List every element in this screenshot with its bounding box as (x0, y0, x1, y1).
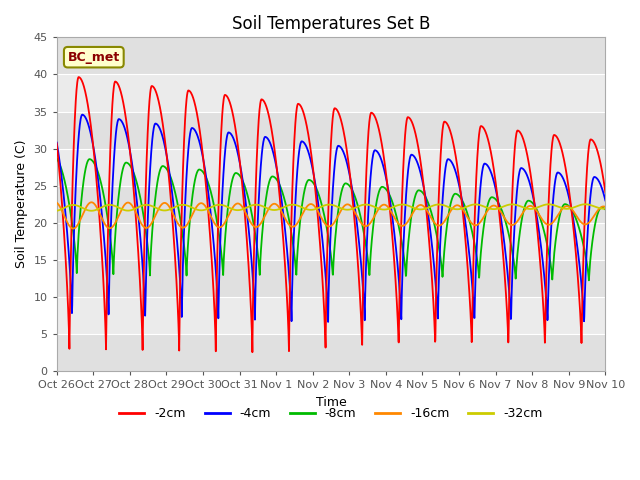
Title: Soil Temperatures Set B: Soil Temperatures Set B (232, 15, 430, 33)
Bar (57, 297, 605, 334)
Bar (57, 260, 605, 297)
Bar (57, 111, 605, 149)
Bar (57, 223, 605, 260)
X-axis label: Time: Time (316, 396, 346, 408)
Bar (57, 149, 605, 186)
Y-axis label: Soil Temperature (C): Soil Temperature (C) (15, 140, 28, 268)
Text: BC_met: BC_met (68, 51, 120, 64)
Bar (57, 334, 605, 371)
Bar (57, 186, 605, 223)
Bar (57, 37, 605, 74)
Bar (57, 74, 605, 111)
Legend: -2cm, -4cm, -8cm, -16cm, -32cm: -2cm, -4cm, -8cm, -16cm, -32cm (115, 402, 548, 425)
